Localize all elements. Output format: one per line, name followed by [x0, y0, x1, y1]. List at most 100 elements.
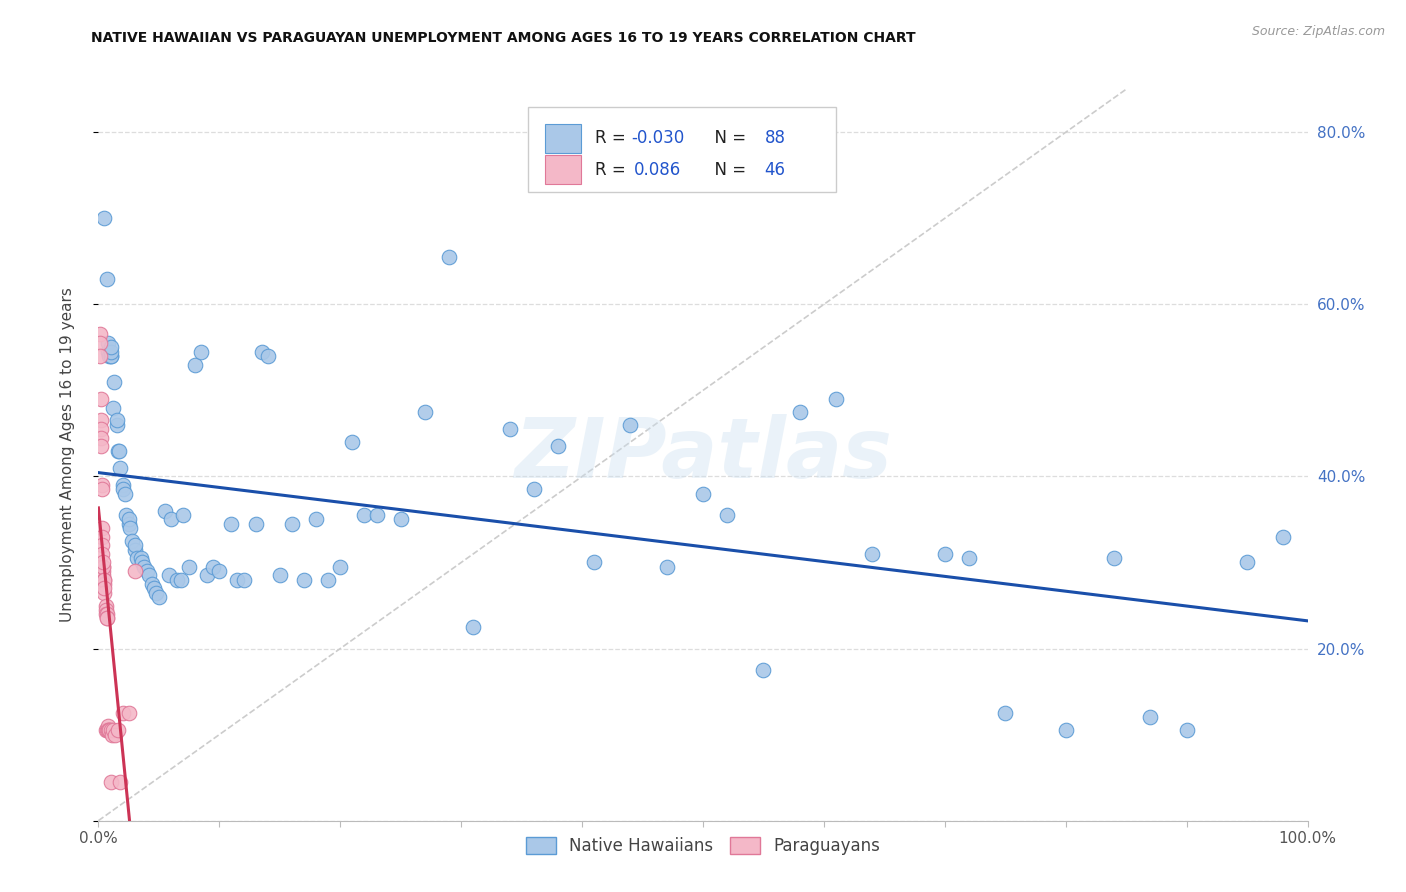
Point	[105, 413, 128, 427]
Point	[135, 564, 157, 578]
Point	[97, 723, 120, 738]
Point	[202, 559, 225, 574]
Text: 46: 46	[765, 161, 786, 178]
Point	[93, 573, 115, 587]
Point	[437, 250, 460, 264]
Point	[118, 516, 141, 531]
Point	[124, 564, 146, 578]
Point	[96, 271, 118, 285]
Point	[281, 516, 304, 531]
Point	[172, 508, 194, 523]
Point	[100, 344, 122, 359]
Point	[101, 401, 124, 415]
Point	[101, 723, 124, 738]
Point	[157, 568, 180, 582]
Point	[138, 568, 160, 582]
Point	[118, 521, 141, 535]
Point	[91, 521, 114, 535]
Point	[825, 392, 848, 406]
Point	[269, 568, 291, 582]
Point	[256, 349, 278, 363]
Point	[108, 443, 131, 458]
Point	[93, 211, 115, 226]
Point	[498, 422, 520, 436]
Point	[342, 435, 364, 450]
Point	[100, 340, 122, 354]
Point	[292, 573, 315, 587]
Text: Source: ZipAtlas.com: Source: ZipAtlas.com	[1251, 25, 1385, 38]
Point	[245, 516, 267, 531]
Point	[91, 538, 114, 552]
Point	[619, 417, 641, 432]
Point	[96, 611, 118, 625]
Point	[131, 556, 153, 570]
Text: 0.086: 0.086	[634, 161, 682, 178]
Point	[91, 547, 114, 561]
Point	[134, 559, 156, 574]
Point	[96, 607, 118, 621]
Point	[160, 512, 183, 526]
Point	[107, 443, 129, 458]
Text: 88: 88	[765, 129, 786, 147]
Point	[221, 516, 243, 531]
Point	[1272, 530, 1295, 544]
Point	[118, 706, 141, 720]
Point	[145, 585, 167, 599]
Point	[179, 559, 201, 574]
Point	[114, 486, 136, 500]
Point	[91, 478, 114, 492]
Point	[97, 719, 120, 733]
Point	[118, 512, 141, 526]
Point	[184, 358, 207, 372]
Point	[100, 775, 122, 789]
Point	[94, 603, 117, 617]
Text: R =: R =	[595, 161, 631, 178]
Y-axis label: Unemployment Among Ages 16 to 19 years: Unemployment Among Ages 16 to 19 years	[60, 287, 75, 623]
Point	[655, 559, 678, 574]
Point	[111, 478, 134, 492]
Point	[100, 723, 122, 738]
Point	[91, 556, 114, 570]
Point	[1102, 551, 1125, 566]
Text: -0.030: -0.030	[631, 129, 685, 147]
Point	[860, 547, 883, 561]
Point	[104, 728, 127, 742]
Point	[89, 327, 111, 342]
Point	[100, 349, 122, 363]
Text: R =: R =	[595, 129, 631, 147]
Text: N =: N =	[704, 129, 752, 147]
Point	[115, 508, 138, 523]
Point	[1139, 710, 1161, 724]
FancyBboxPatch shape	[544, 155, 581, 185]
Point	[89, 349, 111, 363]
Point	[91, 530, 114, 544]
Point	[523, 483, 546, 497]
Point	[90, 422, 112, 436]
Point	[329, 559, 352, 574]
Point	[100, 728, 122, 742]
Point	[148, 590, 170, 604]
Point	[90, 413, 112, 427]
Point	[111, 706, 134, 720]
Point	[232, 573, 254, 587]
Point	[91, 483, 114, 497]
Point	[208, 564, 231, 578]
Point	[90, 392, 112, 406]
Text: N =: N =	[704, 161, 752, 178]
Point	[98, 349, 121, 363]
Point	[103, 375, 125, 389]
Point	[121, 533, 143, 548]
Point	[692, 486, 714, 500]
Point	[129, 551, 152, 566]
Point	[1175, 723, 1198, 738]
Point	[195, 568, 218, 582]
Point	[94, 599, 117, 613]
Point	[98, 723, 121, 738]
Point	[1236, 556, 1258, 570]
Point	[583, 556, 606, 570]
Legend: Native Hawaiians, Paraguayans: Native Hawaiians, Paraguayans	[517, 829, 889, 863]
Point	[353, 508, 375, 523]
Point	[94, 607, 117, 621]
Point	[91, 568, 114, 582]
Point	[957, 551, 980, 566]
